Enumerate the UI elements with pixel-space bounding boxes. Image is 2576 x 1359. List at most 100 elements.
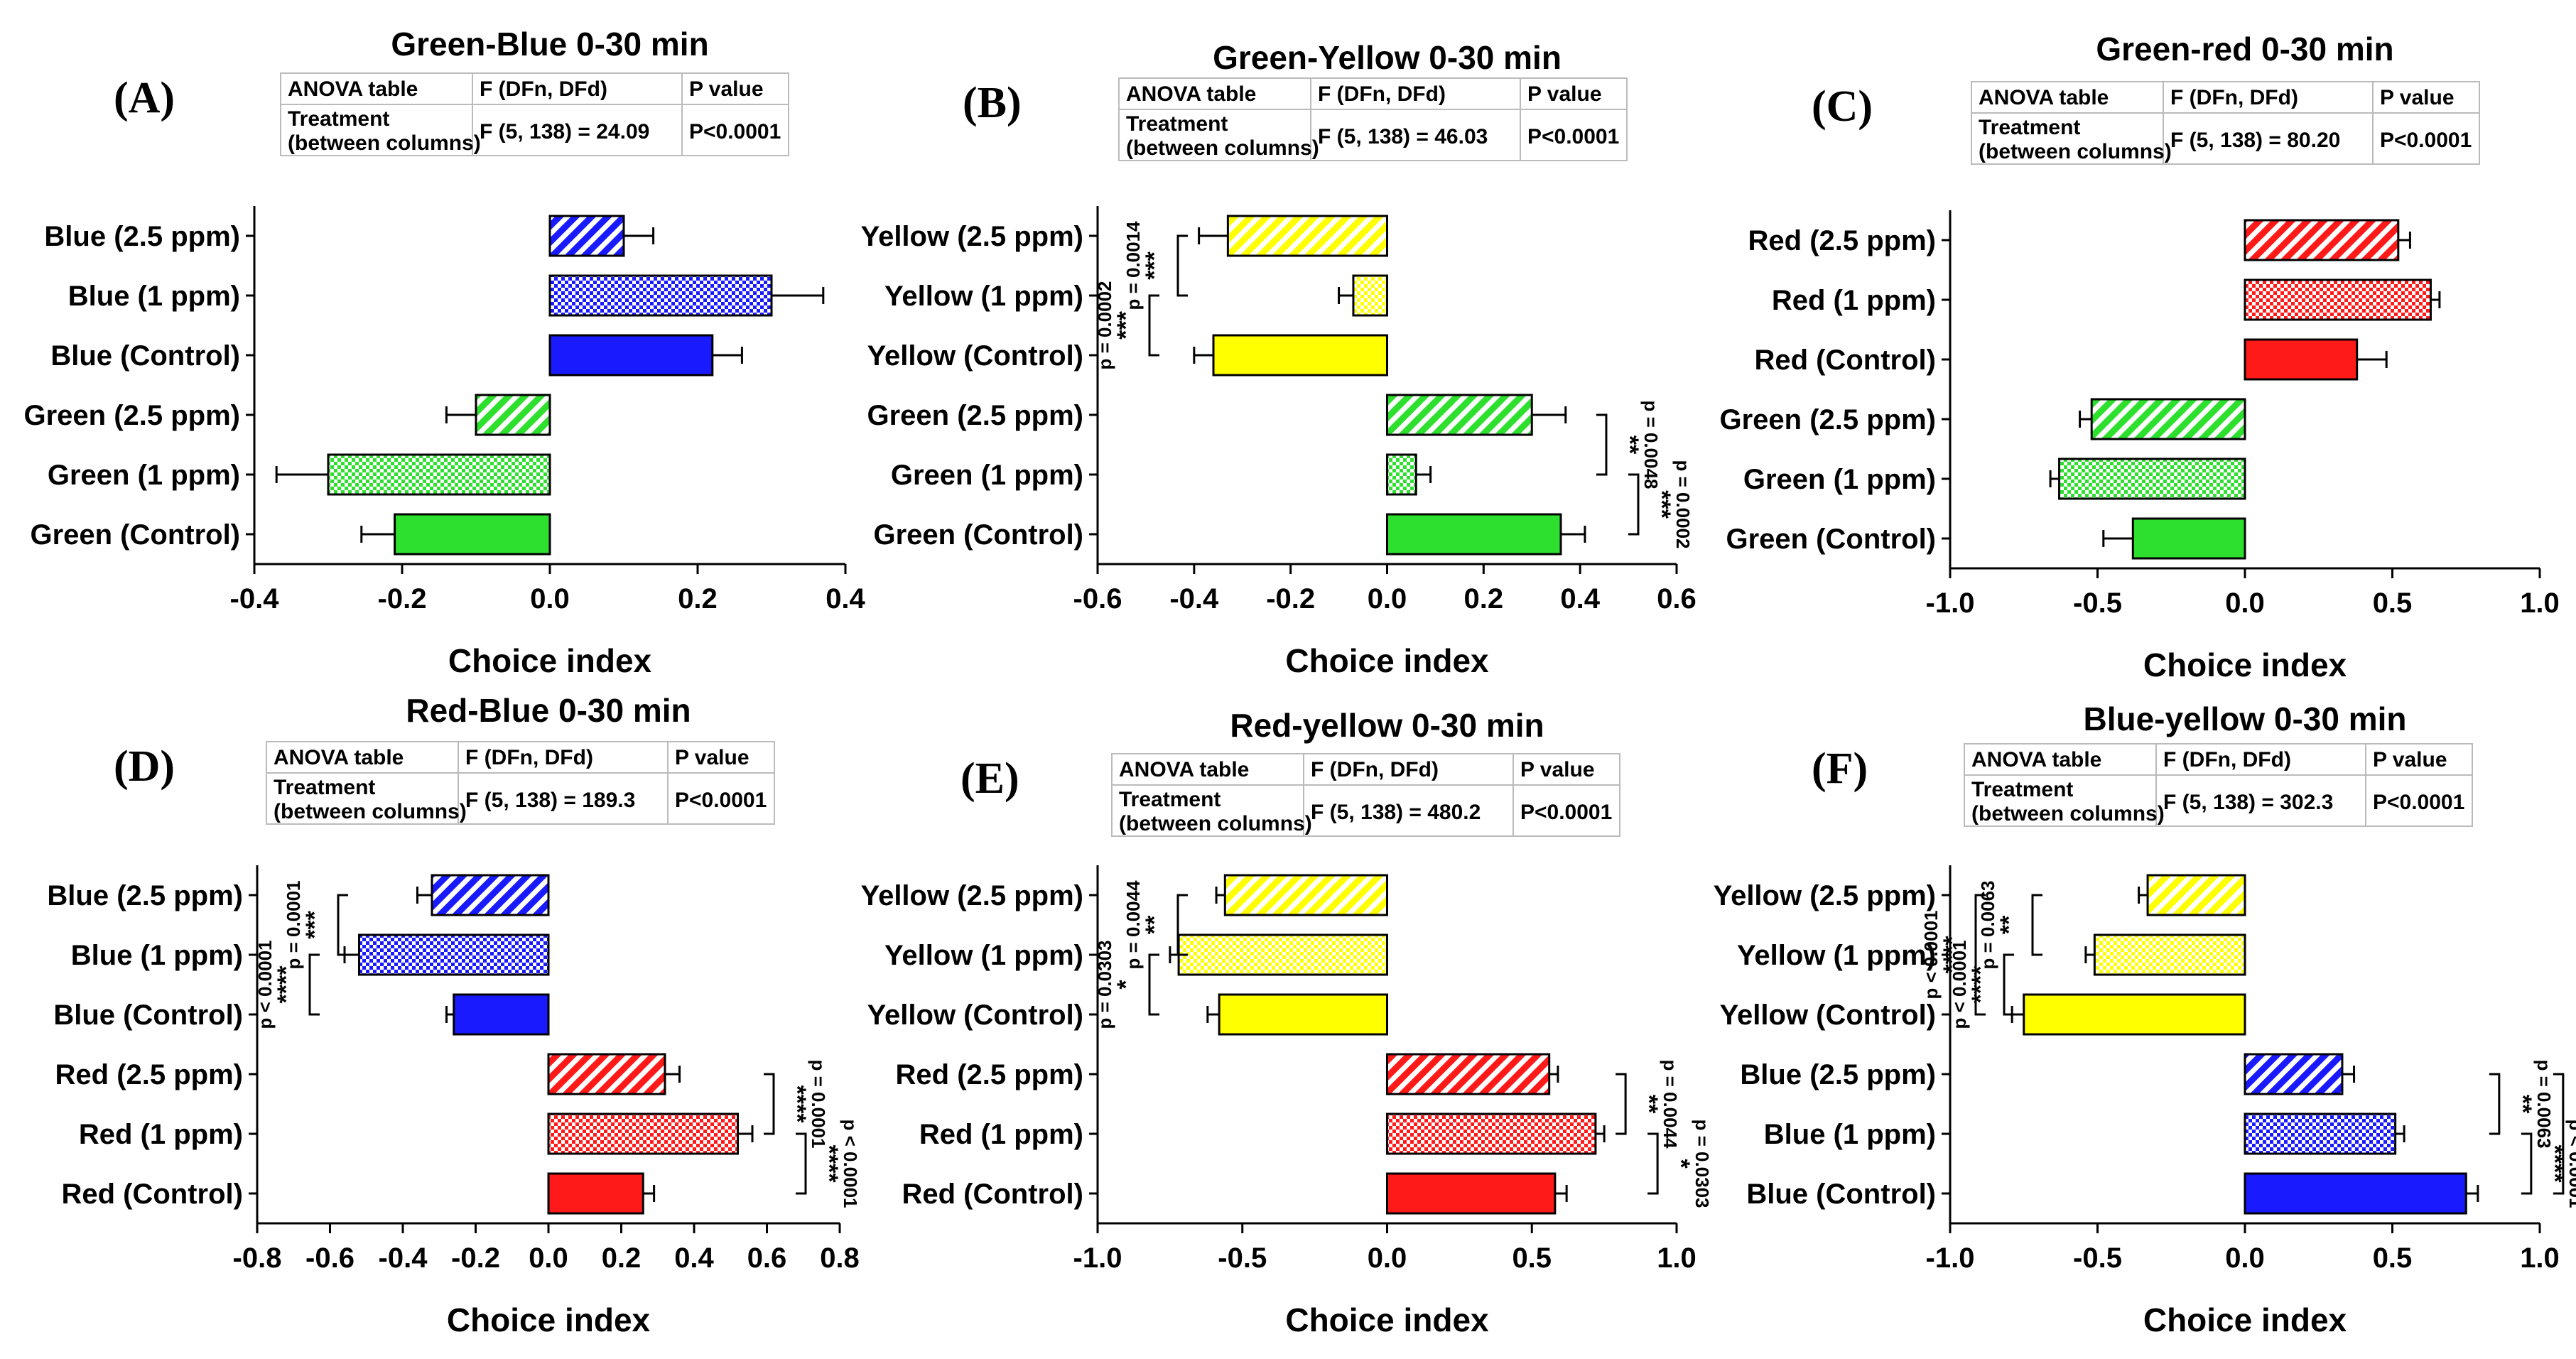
significance-bracket: ****p < 0.0001 bbox=[254, 940, 320, 1029]
category-label: Blue (2.5 ppm) bbox=[44, 221, 240, 252]
category-label: Red (Control) bbox=[1754, 345, 1936, 376]
panel-C: Green-red 0-30 min (C) ANOVA table F (DFn, … bbox=[1719, 31, 2559, 683]
panel-E: Red-yellow 0-30 min (E) ANOVA table F (DFn,… bbox=[861, 707, 1714, 1338]
anova-header-cell: F (DFn, DFd) bbox=[2170, 86, 2298, 109]
significance-bracket: ****p < 0.0001 bbox=[796, 1119, 861, 1208]
significance-stars: **** bbox=[1967, 965, 1994, 1004]
x-tick-label: 0.6 bbox=[747, 1242, 787, 1274]
significance-stars: **** bbox=[1939, 936, 1966, 974]
x-tick-label: 0.4 bbox=[1560, 583, 1600, 614]
significance-stars: **** bbox=[816, 1145, 843, 1184]
x-tick-label: -1.0 bbox=[1926, 1242, 1975, 1274]
bracket-line bbox=[337, 894, 348, 956]
x-tick-label: -0.5 bbox=[2073, 1242, 2122, 1274]
anova-f-value: F (5, 138) = 46.03 bbox=[1318, 125, 1488, 148]
anova-f-value: F (5, 138) = 24.09 bbox=[480, 120, 649, 144]
panel-title: Green-Yellow 0-30 min bbox=[1213, 39, 1562, 76]
x-tick-label: 0.4 bbox=[826, 583, 865, 614]
anova-table-border bbox=[1118, 77, 1628, 161]
anova-header-cell: P value bbox=[2373, 748, 2447, 771]
significance-stars: *** bbox=[1141, 251, 1168, 279]
x-tick-label: -0.2 bbox=[1266, 583, 1315, 614]
anova-p-value: P<0.0001 bbox=[1520, 801, 1612, 824]
bar bbox=[394, 513, 551, 556]
category-label: Blue (1 ppm) bbox=[68, 281, 240, 312]
p-value-label: p = 0.0063 bbox=[2533, 1059, 2555, 1148]
bar bbox=[2093, 933, 2246, 976]
category-label: Yellow (Control) bbox=[867, 340, 1083, 372]
bracket-line bbox=[1176, 894, 1188, 956]
significance-bracket: ****p < 0.0001 bbox=[1949, 940, 2014, 1029]
bar bbox=[327, 453, 551, 496]
p-value-label: p < 0.0001 bbox=[2565, 1119, 2576, 1208]
category-label: Yellow (2.5 ppm) bbox=[1714, 880, 1936, 911]
panel-title: Red-Blue 0-30 min bbox=[406, 692, 691, 729]
bar bbox=[2058, 457, 2246, 500]
category-label: Blue (Control) bbox=[50, 340, 240, 372]
bracket-line bbox=[1616, 1073, 1627, 1135]
panel-title: Green-Blue 0-30 min bbox=[391, 26, 708, 63]
category-label: Red (2.5 ppm) bbox=[896, 1059, 1083, 1090]
anova-row-label: Treatment bbox=[288, 107, 389, 131]
bar bbox=[2244, 338, 2359, 381]
significance-bracket: ****p = 0.0001 bbox=[764, 1059, 829, 1149]
x-axis-label: Choice index bbox=[1285, 642, 1489, 679]
x-tick-label: 0.0 bbox=[530, 583, 570, 614]
x-tick-label: -0.4 bbox=[1169, 583, 1219, 614]
x-tick-label: -0.4 bbox=[230, 583, 280, 614]
significance-stars: ** bbox=[1616, 435, 1643, 455]
bracket-line bbox=[1647, 1132, 1659, 1195]
category-label: Yellow (2.5 ppm) bbox=[861, 221, 1083, 252]
x-tick-label: 0.2 bbox=[1464, 583, 1504, 614]
category-label: Green (1 ppm) bbox=[1743, 464, 1936, 495]
anova-f-value: F (5, 138) = 480.2 bbox=[1311, 801, 1481, 824]
category-label: Green (2.5 ppm) bbox=[1719, 404, 1936, 435]
bracket-line bbox=[1148, 953, 1159, 1016]
p-value-label: p < 0.0001 bbox=[1949, 940, 1970, 1029]
bar bbox=[1352, 274, 1389, 317]
panel-F: Blue-yellow 0-30 min (F) ANOVA table F (DFn… bbox=[1714, 700, 2576, 1338]
bar bbox=[2131, 517, 2246, 560]
x-axis-label: Choice index bbox=[2143, 646, 2347, 683]
bar bbox=[431, 874, 550, 916]
bracket-line bbox=[2003, 953, 2014, 1016]
significance-bracket: *p = 0.0303 bbox=[1094, 940, 1159, 1029]
p-value-label: p = 0.0001 bbox=[283, 880, 304, 969]
anova-header-cell: P value bbox=[689, 77, 764, 101]
anova-table-border bbox=[280, 72, 789, 156]
significance-stars: ** bbox=[1635, 1095, 1662, 1114]
category-label: Yellow (1 ppm) bbox=[884, 940, 1083, 971]
x-tick-label: 0.6 bbox=[1657, 583, 1696, 614]
bar bbox=[2090, 398, 2246, 440]
x-tick-label: 0.4 bbox=[674, 1242, 714, 1274]
p-value-label: p < 0.0001 bbox=[1920, 910, 1942, 999]
category-label: Yellow (1 ppm) bbox=[884, 281, 1083, 312]
panel-letter: (E) bbox=[960, 754, 1019, 803]
bar bbox=[1386, 1053, 1551, 1095]
x-axis-label: Choice index bbox=[1285, 1301, 1489, 1338]
significance-bracket: **p = 0.0063 bbox=[1977, 880, 2042, 970]
x-tick-label: 0.0 bbox=[1368, 583, 1407, 614]
bar bbox=[2244, 278, 2432, 321]
anova-f-value: F (5, 138) = 189.3 bbox=[465, 789, 635, 812]
anova-table: ANOVA table F (DFn, DFd) P value Treatment(… bbox=[266, 741, 775, 825]
panel-B: Green-Yellow 0-30 min (B) ANOVA table F (DF… bbox=[861, 39, 1696, 679]
bar bbox=[1223, 874, 1389, 916]
category-label: Blue (1 ppm) bbox=[1764, 1119, 1936, 1150]
significance-stars: * bbox=[1667, 1159, 1694, 1169]
bracket-line bbox=[2031, 894, 2042, 956]
bar bbox=[1177, 933, 1388, 976]
panel-title: Red-yellow 0-30 min bbox=[1230, 707, 1544, 744]
bar bbox=[2244, 219, 2400, 261]
anova-row-label: Treatment bbox=[1119, 788, 1221, 811]
panel-letter: (F) bbox=[1812, 745, 1868, 793]
bar bbox=[2244, 1112, 2397, 1155]
anova-header-cell: F (DFn, DFd) bbox=[1311, 758, 1439, 781]
bar bbox=[475, 394, 551, 436]
category-label: Green (Control) bbox=[873, 519, 1083, 551]
panel-D: Red-Blue 0-30 min (D) ANOVA table F (DFn, D… bbox=[47, 692, 861, 1338]
category-label: Green (1 ppm) bbox=[48, 460, 240, 491]
x-tick-label: 0.8 bbox=[820, 1242, 860, 1274]
bar bbox=[2244, 1053, 2344, 1095]
category-label: Green (2.5 ppm) bbox=[23, 400, 240, 431]
